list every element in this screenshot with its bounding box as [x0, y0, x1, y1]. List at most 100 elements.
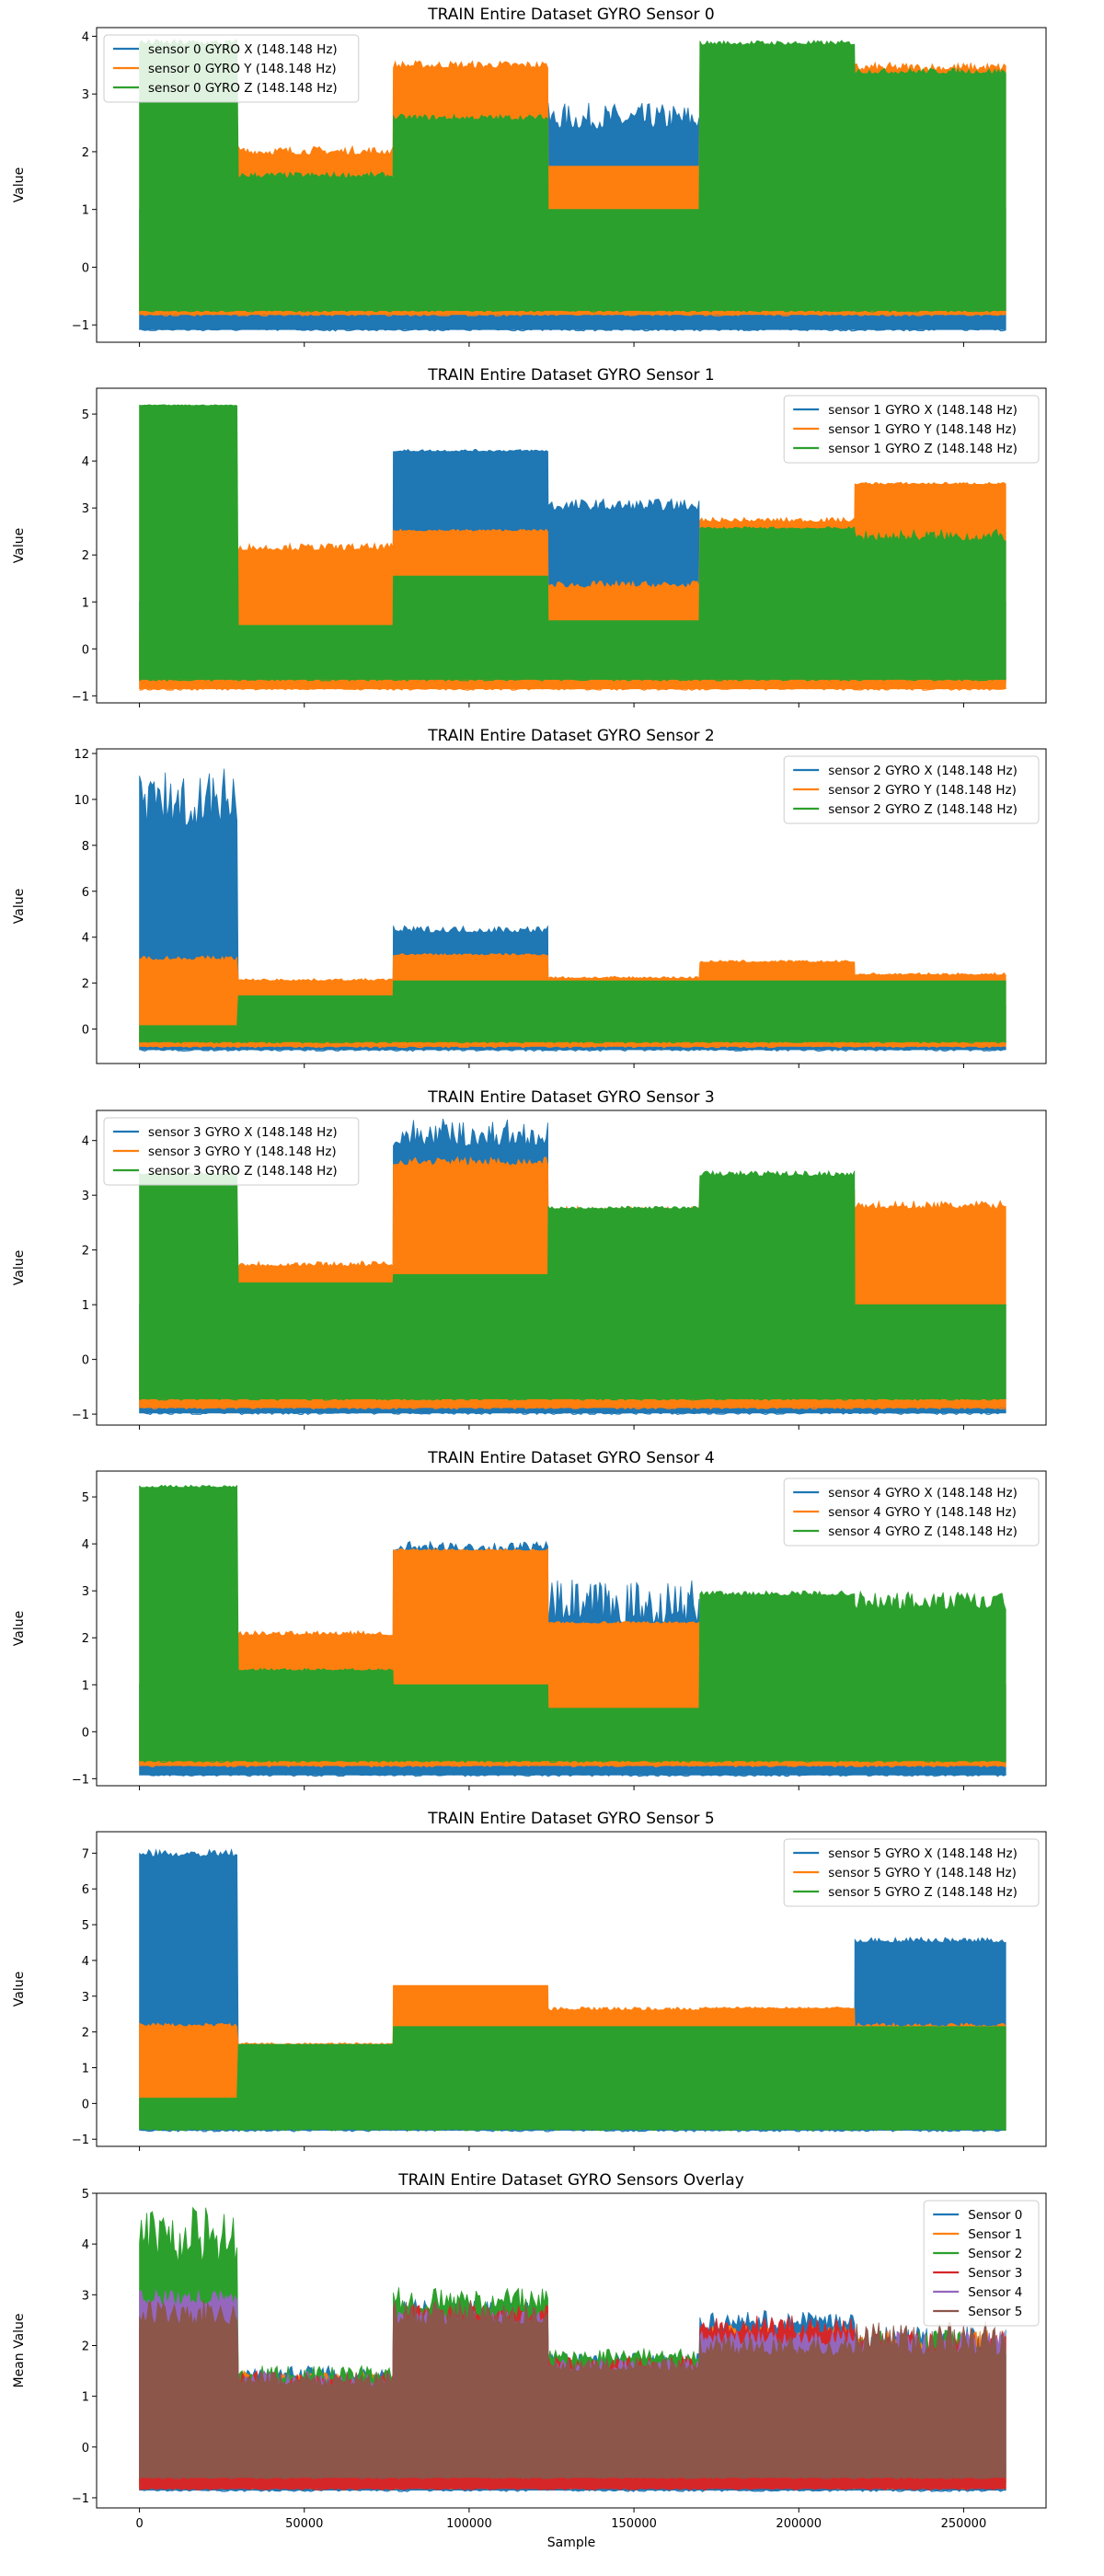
subplot-1: TRAIN Entire Dataset GYRO Sensor 1 −1 0 1 2 3…	[12, 366, 1047, 707]
legend-label: sensor 2 GYRO Z (148.148 Hz)	[828, 802, 1018, 817]
legend-label: sensor 3 GYRO X (148.148 Hz)	[148, 1125, 338, 1140]
plot-area	[139, 1118, 1006, 1416]
y-axis-label: Mean Value	[12, 2313, 27, 2387]
y-tick-label: 4	[82, 2238, 89, 2252]
y-tick-label: 5	[82, 408, 89, 422]
legend-label: sensor 1 GYRO Z (148.148 Hz)	[828, 442, 1018, 456]
legend-box	[923, 2200, 1040, 2327]
legend-label: Sensor 5	[968, 2305, 1022, 2319]
legend-label: sensor 4 GYRO Z (148.148 Hz)	[828, 1524, 1018, 1539]
legend-box	[783, 1838, 1040, 1907]
subplot-title: TRAIN Entire Dataset GYRO Sensor 2	[427, 727, 714, 745]
subplot-title: TRAIN Entire Dataset GYRO Sensor 1	[427, 366, 714, 385]
y-tick-label: 2	[82, 2027, 89, 2041]
x-tick-label: 150000	[611, 2517, 657, 2531]
series-2-band	[139, 39, 1006, 311]
axes-frame	[96, 1110, 1047, 1426]
plot-area	[139, 2206, 1007, 2492]
y-axis-label: Value	[12, 1250, 27, 1285]
y-tick-label: 5	[82, 1491, 89, 1505]
legend-label: sensor 4 GYRO Y (148.148 Hz)	[828, 1505, 1017, 1520]
subplot-title: TRAIN Entire Dataset GYRO Sensor 3	[427, 1088, 714, 1107]
y-tick-label: 3	[82, 88, 89, 102]
x-axis-label: Sample	[547, 2536, 596, 2550]
legend-label: sensor 3 GYRO Z (148.148 Hz)	[148, 1164, 338, 1179]
y-tick-label: −1	[72, 1773, 89, 1787]
y-tick-label: 5	[82, 1919, 89, 1933]
y-tick-label: 3	[82, 1991, 89, 2005]
legend-label: sensor 0 GYRO Z (148.148 Hz)	[148, 81, 338, 96]
axes-frame	[96, 1470, 1047, 1787]
y-tick-label: 0	[82, 2442, 89, 2455]
y-tick-label: −1	[72, 319, 89, 333]
y-tick-label: 4	[82, 932, 89, 946]
y-tick-label: 0	[82, 643, 89, 657]
legend-label: Sensor 0	[968, 2208, 1022, 2223]
legend-label: sensor 2 GYRO Y (148.148 Hz)	[828, 783, 1017, 798]
legend: sensor 1 GYRO X (148.148 Hz) sensor 1 GYR…	[783, 395, 1040, 464]
axes-frame	[96, 27, 1047, 343]
y-tick-label: 0	[82, 1354, 89, 1368]
series-5-floor	[139, 2475, 1006, 2480]
legend: sensor 5 GYRO X (148.148 Hz) sensor 5 GYR…	[783, 1838, 1040, 1907]
y-tick-label: 0	[82, 1024, 89, 1038]
series-2-floor	[139, 2127, 1006, 2132]
series-2-band	[139, 1169, 1006, 1399]
y-axis-label: Value	[12, 1611, 27, 1646]
legend-label: sensor 5 GYRO Z (148.148 Hz)	[828, 1885, 1018, 1900]
series-1-floor	[139, 312, 1006, 317]
series-0-floor	[139, 1047, 1006, 1052]
series-0-floor	[139, 1410, 1006, 1416]
series-1-floor	[139, 1405, 1006, 1410]
series-2-band	[139, 404, 1006, 680]
series-2-floor	[139, 1040, 1006, 1044]
y-tick-label: 2	[82, 978, 89, 992]
y-tick-label: 2	[82, 549, 89, 563]
y-tick-label: 4	[82, 1955, 89, 1969]
y-tick-label: 1	[82, 1679, 89, 1693]
axes-frame	[96, 387, 1047, 704]
y-tick-label: 3	[82, 1190, 89, 1203]
legend-label: Sensor 4	[968, 2285, 1022, 2300]
y-tick-label: 4	[82, 1135, 89, 1149]
legend-label: sensor 3 GYRO Y (148.148 Hz)	[148, 1144, 337, 1159]
series-0-floor	[139, 2488, 1006, 2492]
y-tick-label: 1	[82, 1299, 89, 1313]
x-tick-label: 0	[135, 2517, 143, 2531]
plot-area	[139, 768, 1006, 1052]
series-2-band	[139, 1484, 1006, 1762]
legend: Sensor 0 Sensor 1 Sensor 2 Sensor 3 Sensor 4…	[923, 2200, 1040, 2327]
subplot-6: TRAIN Entire Dataset GYRO Sensors Overla…	[12, 2171, 1047, 2550]
series-2-band	[139, 980, 1006, 1042]
legend-label: sensor 5 GYRO X (148.148 Hz)	[828, 1846, 1018, 1861]
legend-label: sensor 1 GYRO Y (148.148 Hz)	[828, 422, 1017, 437]
y-tick-label: 0	[82, 1726, 89, 1740]
y-tick-label: 1	[82, 596, 89, 610]
y-tick-label: 6	[82, 1883, 89, 1897]
legend: sensor 3 GYRO X (148.148 Hz) sensor 3 GYR…	[103, 1117, 360, 1186]
legend-label: Sensor 2	[968, 2247, 1022, 2261]
legend-box	[103, 34, 360, 103]
y-tick-label: 4	[82, 30, 89, 44]
plot-area	[139, 404, 1006, 691]
y-tick-label: 2	[82, 146, 89, 160]
y-tick-label: 2	[82, 1245, 89, 1259]
y-tick-label: 8	[82, 840, 89, 854]
legend: sensor 4 GYRO X (148.148 Hz) sensor 4 GYR…	[783, 1478, 1040, 1547]
legend-box	[783, 755, 1040, 824]
legend-label: sensor 2 GYRO X (148.148 Hz)	[828, 764, 1018, 778]
plot-area	[139, 1847, 1006, 2133]
series-1-floor	[139, 1763, 1006, 1768]
x-tick-label: 250000	[941, 2517, 987, 2531]
axes-frame	[96, 748, 1047, 1064]
y-tick-label: 3	[82, 502, 89, 516]
legend-label: sensor 5 GYRO Y (148.148 Hz)	[828, 1866, 1017, 1880]
x-tick-label: 200000	[776, 2517, 822, 2531]
y-tick-label: 3	[82, 1585, 89, 1599]
y-axis-label: Value	[12, 528, 27, 563]
subplot-5: TRAIN Entire Dataset GYRO Sensor 5 −1 0 1 2 3…	[12, 1810, 1047, 2151]
y-tick-label: 3	[82, 2289, 89, 2303]
subplot-title: TRAIN Entire Dataset GYRO Sensor 5	[427, 1810, 714, 1828]
legend-label: sensor 1 GYRO X (148.148 Hz)	[828, 403, 1018, 418]
